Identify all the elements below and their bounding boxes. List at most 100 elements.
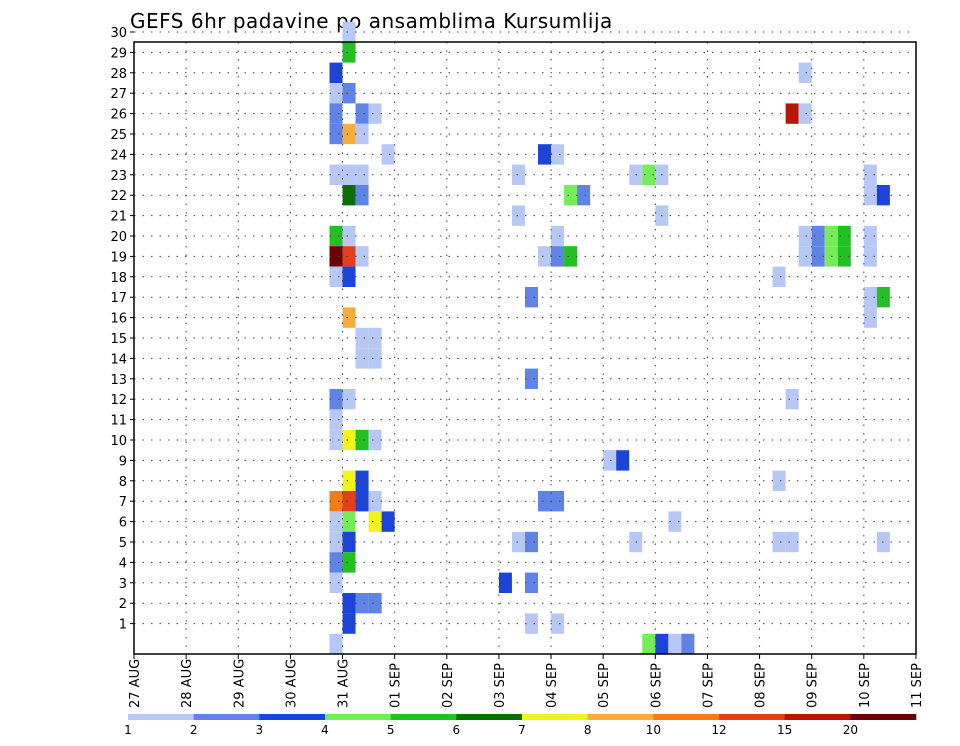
data-cell	[381, 144, 395, 165]
data-cell	[342, 613, 356, 634]
colorbar-label: 8	[584, 723, 592, 737]
data-cell	[511, 205, 525, 226]
data-cell	[837, 225, 851, 247]
colorbar-label: 6	[453, 723, 461, 737]
colorbar-swatch	[850, 714, 917, 720]
grid-layer	[134, 31, 916, 654]
data-cell	[577, 185, 591, 206]
colorbar-swatch	[653, 714, 720, 720]
colorbar-label: 20	[843, 723, 858, 737]
data-cell	[772, 266, 786, 287]
data-cell	[342, 123, 356, 145]
data-cell	[342, 307, 356, 328]
data-cell	[355, 246, 369, 267]
colorbar-label: 7	[518, 723, 526, 737]
data-cell	[681, 633, 695, 655]
x-tick-label: 08 SEP	[754, 663, 769, 708]
data-cell	[863, 287, 877, 308]
y-tick-label: 5	[119, 536, 127, 551]
data-cell	[342, 389, 356, 410]
x-tick-label: 02 SEP	[441, 663, 456, 708]
y-tick-label: 4	[119, 556, 127, 571]
x-tick-label: 06 SEP	[649, 663, 664, 708]
data-cell	[668, 511, 682, 532]
x-tick-label: 05 SEP	[597, 663, 612, 708]
data-cell	[329, 123, 343, 145]
y-tick-label: 1	[119, 618, 127, 633]
data-cell	[368, 103, 382, 124]
x-tick-label: 01 SEP	[389, 663, 404, 708]
data-cell	[772, 531, 786, 553]
y-axis: 1234567891011121314151617181920212223242…	[110, 26, 134, 633]
data-cell	[511, 164, 525, 185]
colorbar-label: 4	[321, 723, 329, 737]
data-cell	[368, 593, 382, 614]
colorbar-swatch	[522, 714, 588, 720]
data-cell	[368, 327, 382, 349]
data-cell	[798, 103, 812, 124]
x-tick-label: 04 SEP	[545, 663, 560, 708]
y-tick-label: 3	[119, 577, 127, 592]
data-cell	[524, 572, 539, 593]
x-tick-label: 03 SEP	[493, 663, 508, 708]
data-cell	[642, 164, 656, 185]
x-axis: 27 AUG 28 AUG 29 AUG 30 AUG 31 AUG 01 SEP 02 S…	[128, 654, 925, 708]
data-cell	[863, 307, 877, 328]
y-tick-label: 22	[110, 189, 127, 204]
y-tick-label: 10	[110, 434, 127, 449]
colorbar-swatch	[390, 714, 457, 720]
x-tick-label: 30 AUG	[284, 659, 299, 708]
y-tick-label: 6	[119, 516, 127, 531]
y-tick-label: 7	[119, 495, 127, 510]
data-cell	[329, 429, 343, 451]
y-tick-label: 27	[110, 87, 127, 102]
data-cell	[551, 613, 565, 634]
data-cell	[785, 389, 799, 410]
data-cell	[642, 633, 656, 655]
data-cell	[551, 491, 565, 512]
data-cell	[368, 491, 382, 512]
data-cell	[368, 511, 382, 532]
data-cell	[355, 593, 369, 614]
data-cell	[329, 246, 343, 267]
data-cell	[564, 185, 578, 206]
chart-title: GEFS 6hr padavine po ansamblima Kursumli…	[130, 9, 613, 33]
x-tick-label: 29 AUG	[232, 659, 247, 708]
data-cell	[551, 225, 565, 247]
data-cell	[368, 348, 382, 369]
data-cell	[616, 450, 630, 471]
data-cell	[355, 185, 369, 206]
data-cell	[329, 572, 343, 593]
data-cell	[329, 491, 343, 512]
data-cell	[524, 613, 539, 634]
colorbar-swatch	[456, 714, 523, 720]
colorbar-label: 3	[256, 723, 264, 737]
y-tick-label: 28	[110, 67, 127, 82]
data-cell	[538, 491, 552, 512]
data-cell	[381, 511, 395, 532]
data-cell	[342, 164, 356, 185]
data-cell	[329, 164, 343, 185]
data-cell	[342, 511, 356, 532]
data-cell	[329, 531, 343, 553]
colorbar-label: 10	[646, 723, 661, 737]
data-cell	[329, 409, 343, 430]
data-cell	[355, 103, 369, 124]
data-cell	[329, 225, 343, 247]
colorbar-swatch	[719, 714, 785, 720]
plot-frame	[133, 41, 917, 655]
y-tick-label: 2	[119, 597, 127, 612]
data-cell	[863, 185, 877, 206]
data-cell	[355, 429, 369, 451]
data-cell	[329, 511, 343, 532]
data-cell	[368, 429, 382, 451]
data-cell	[355, 164, 369, 185]
data-cell	[329, 389, 343, 410]
data-cell	[603, 450, 617, 471]
y-tick-label: 29	[110, 46, 127, 61]
data-cell	[342, 470, 356, 491]
data-cell	[538, 144, 552, 165]
data-cell	[837, 246, 851, 267]
